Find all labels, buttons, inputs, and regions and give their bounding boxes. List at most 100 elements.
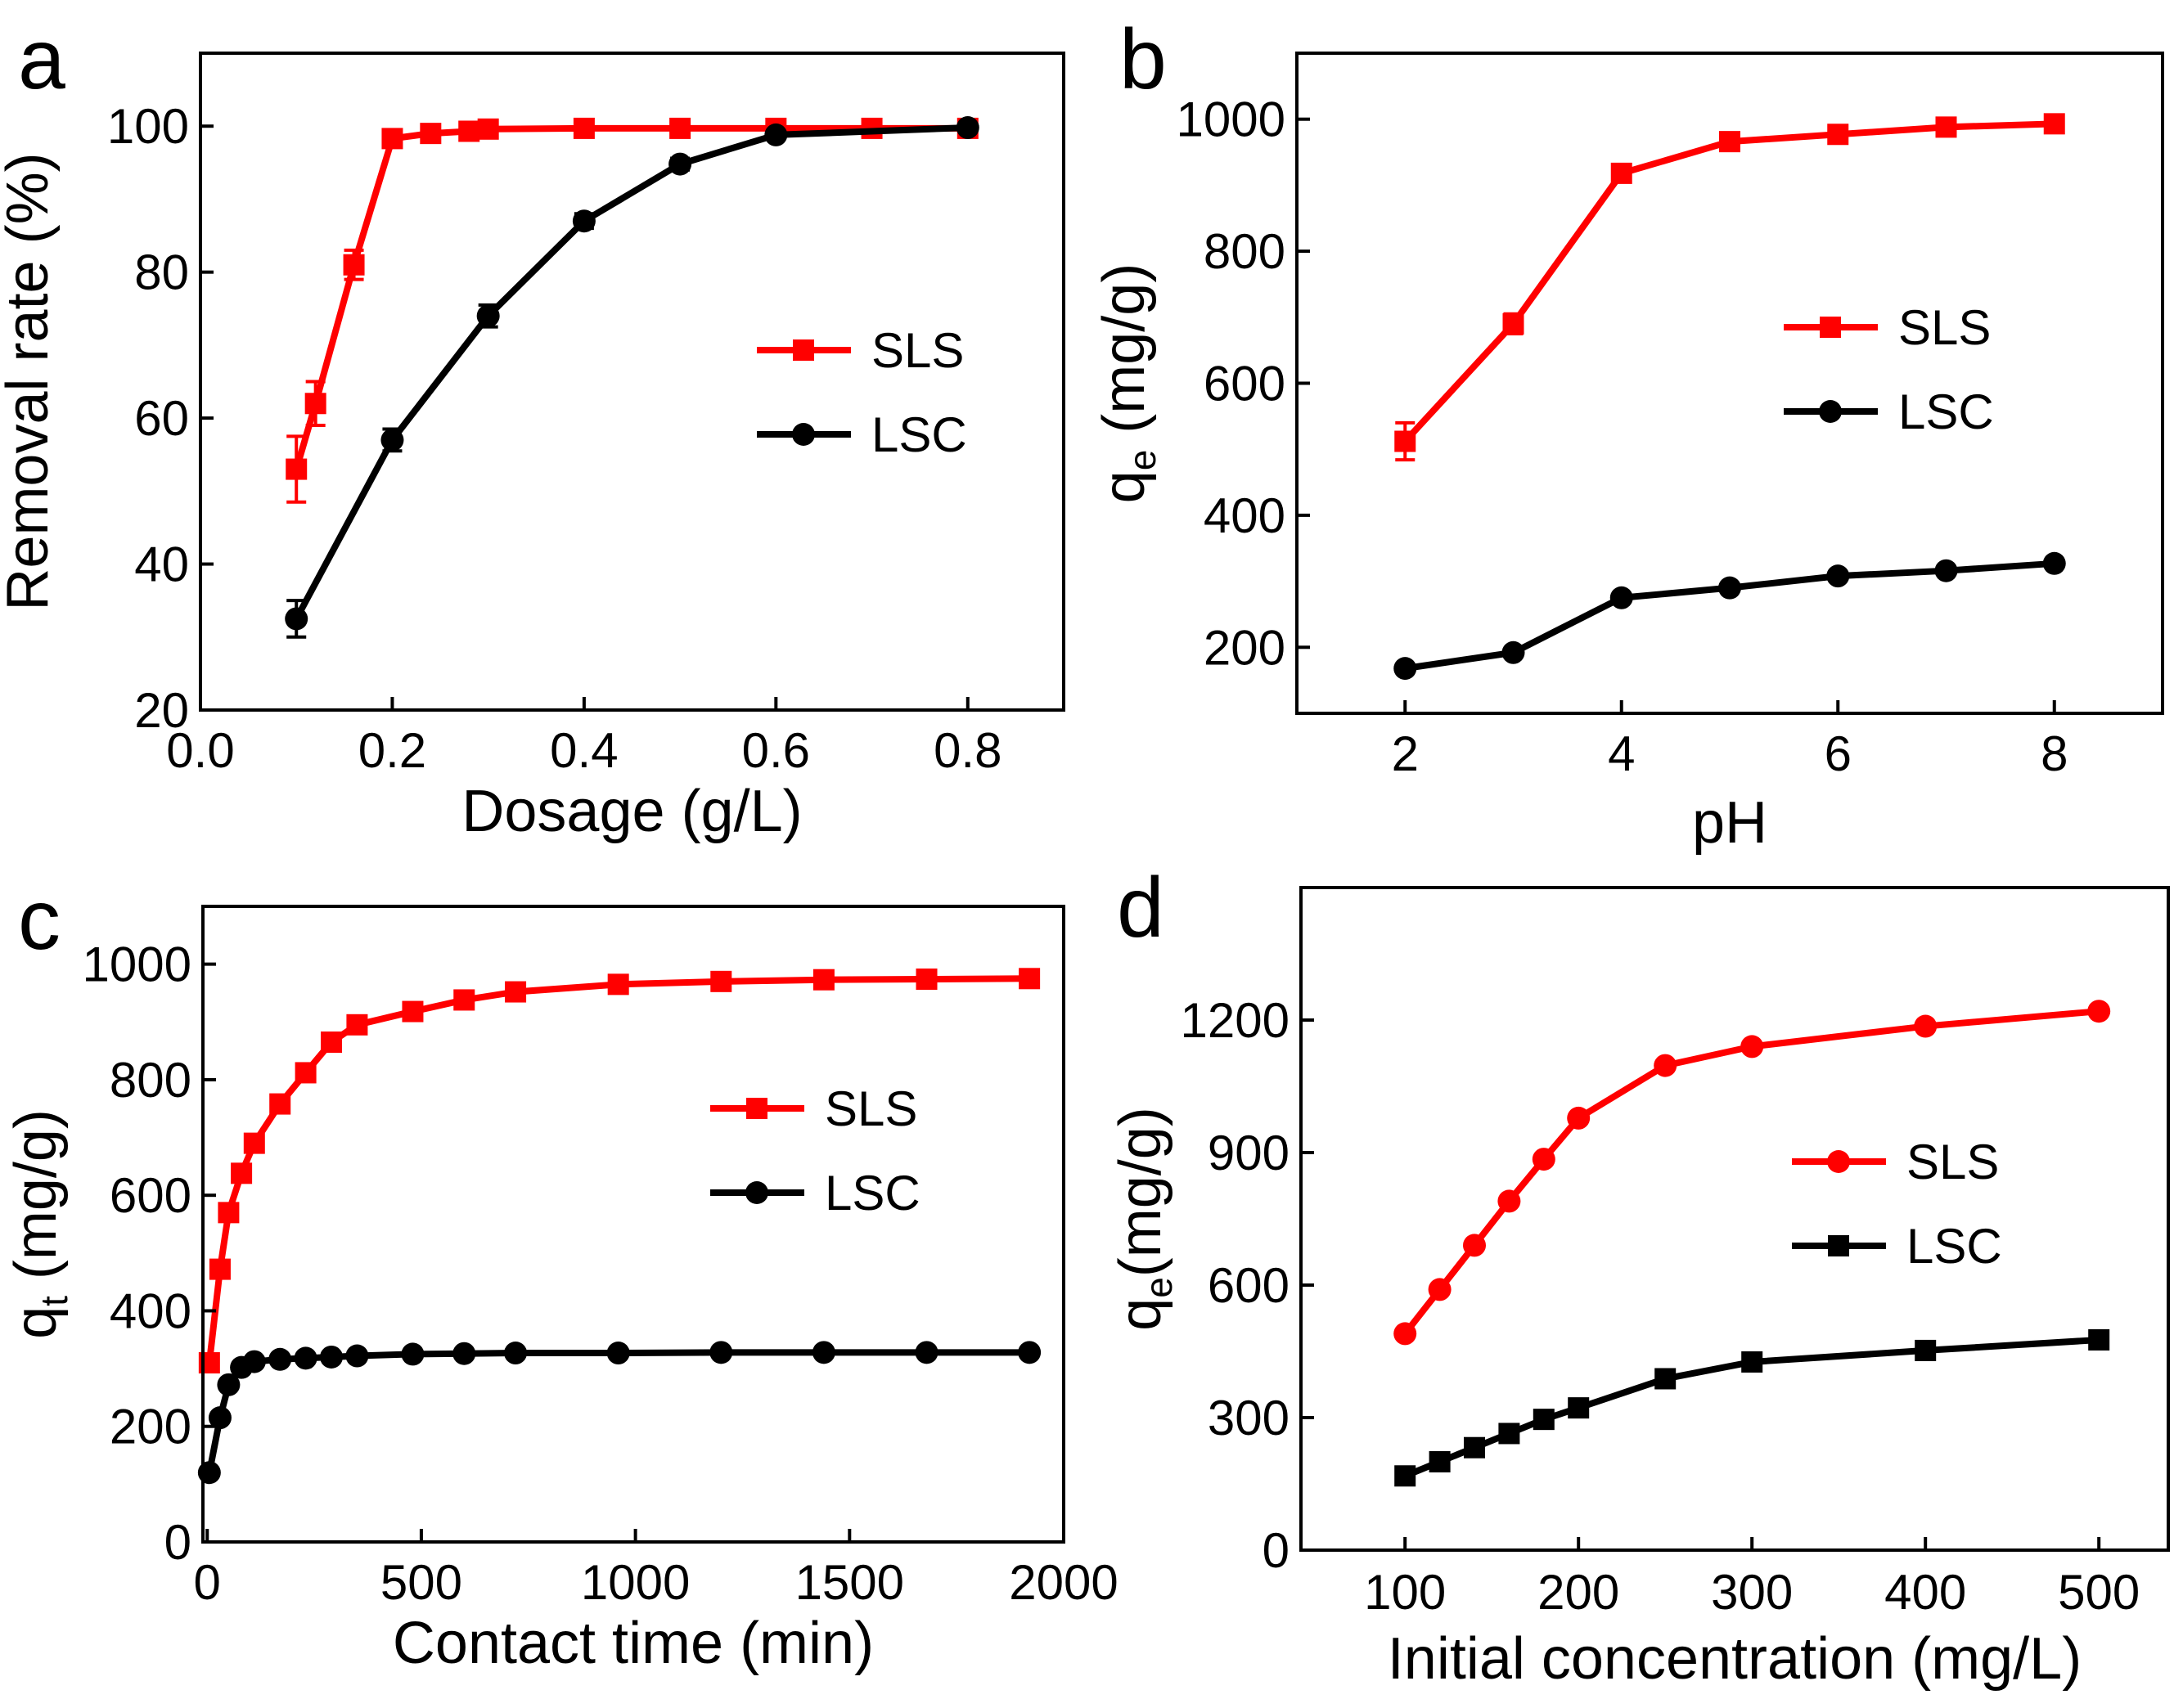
data-point <box>381 128 403 150</box>
data-point <box>505 981 527 1003</box>
y-axis-label-subscript: e <box>1121 450 1164 471</box>
data-point <box>304 393 326 415</box>
data-point <box>764 123 788 146</box>
data-point <box>1827 124 1849 146</box>
data-point <box>1609 586 1633 609</box>
y-tick-label: 800 <box>1204 224 1285 279</box>
data-point <box>458 120 480 142</box>
y-tick-label: 200 <box>1204 620 1285 675</box>
y-axis-label-unit: (mg/g) <box>1108 1107 1173 1277</box>
y-tick-label: 60 <box>134 391 189 446</box>
data-point <box>2042 551 2066 575</box>
data-point <box>572 209 596 233</box>
x-tick-label: 300 <box>1711 1565 1793 1620</box>
data-point <box>285 607 308 631</box>
x-tick-label: 0.6 <box>742 723 810 778</box>
x-tick-label: 6 <box>1825 726 1852 781</box>
data-point <box>709 1341 733 1364</box>
legend-label: LSC <box>871 407 967 462</box>
x-axis-label: Initial concentration (mg/L) <box>1388 1626 2082 1692</box>
data-point <box>812 969 835 991</box>
y-tick-label: 600 <box>1204 357 1285 411</box>
data-point <box>916 969 938 991</box>
y-tick-label: 600 <box>110 1168 191 1223</box>
data-point <box>452 1342 476 1365</box>
data-point <box>402 1000 424 1023</box>
data-point <box>668 152 692 176</box>
data-point <box>1915 1339 1937 1361</box>
data-point <box>1568 1397 1590 1419</box>
data-point <box>1428 1278 1452 1301</box>
panel-letter: c <box>18 873 61 968</box>
series-lsc <box>285 116 979 639</box>
plot-frame <box>1299 886 2170 1552</box>
data-point <box>1393 657 1417 681</box>
legend-label: SLS <box>871 323 964 378</box>
legend-label: LSC <box>825 1166 920 1220</box>
data-point <box>1533 1409 1555 1431</box>
y-axis-label-main: q <box>3 1306 69 1339</box>
data-point <box>1935 116 1957 138</box>
legend-label: LSC <box>1898 384 1994 439</box>
data-point <box>1429 1451 1451 1472</box>
x-tick-label: 0.0 <box>166 723 234 778</box>
data-point <box>2088 1328 2110 1351</box>
x-tick-label: 0.8 <box>934 723 1001 778</box>
data-point <box>1532 1148 1555 1171</box>
data-point <box>343 254 365 276</box>
data-point <box>346 1014 368 1036</box>
panel-letter: b <box>1119 12 1167 107</box>
data-point <box>606 1342 630 1365</box>
data-point <box>607 973 629 996</box>
data-point <box>295 1062 317 1084</box>
data-point <box>477 118 499 140</box>
series-sls <box>1393 1000 2111 1346</box>
legend-marker <box>745 1181 768 1204</box>
data-point <box>812 1341 835 1364</box>
y-tick-label: 0 <box>164 1515 191 1570</box>
legend-marker <box>792 423 815 446</box>
data-point <box>345 1344 369 1368</box>
legend-marker <box>793 339 814 361</box>
data-point <box>1567 1106 1591 1130</box>
data-point <box>1498 1423 1520 1445</box>
data-point <box>915 1341 938 1364</box>
legend-marker <box>746 1098 767 1119</box>
y-tick-label: 200 <box>110 1400 191 1454</box>
data-point <box>573 117 595 139</box>
legend-marker <box>1819 400 1842 423</box>
data-point <box>1740 1035 1764 1059</box>
data-point <box>1464 1436 1485 1459</box>
data-point <box>710 970 732 992</box>
series-lsc <box>1393 551 2066 681</box>
y-tick-label: 600 <box>1208 1258 1290 1313</box>
panel-c: c0 500 1000 1500 200002004006008001000Contac… <box>3 873 1119 1676</box>
data-point <box>218 1202 240 1224</box>
x-axis-label: pH <box>1692 790 1767 856</box>
data-point <box>453 989 475 1011</box>
x-tick-label: 400 <box>1884 1565 1966 1620</box>
panel-letter: a <box>18 12 65 107</box>
plot-frame <box>201 905 1065 1544</box>
data-point <box>2043 113 2065 135</box>
series-sls <box>286 117 979 504</box>
series-sls <box>198 968 1041 1374</box>
y-tick-label: 20 <box>134 683 189 738</box>
legend-label: LSC <box>1906 1219 2002 1274</box>
plot-frame <box>199 52 1065 712</box>
legend-label: SLS <box>1906 1135 1999 1189</box>
x-tick-label: 1000 <box>581 1555 690 1610</box>
y-tick-label: 400 <box>110 1283 191 1338</box>
data-point <box>1654 1368 1677 1390</box>
x-axis-label: Contact time (min) <box>393 1611 874 1676</box>
legend: SLS LSC <box>710 1081 920 1220</box>
x-tick-label: 1500 <box>795 1555 904 1610</box>
series-lsc <box>197 1341 1042 1485</box>
data-point <box>476 304 500 328</box>
series-line <box>205 1349 1033 1477</box>
series-line <box>1402 1008 2103 1337</box>
legend-marker <box>1827 1150 1850 1173</box>
data-point <box>2087 1000 2111 1023</box>
legend-marker <box>1820 317 1841 338</box>
